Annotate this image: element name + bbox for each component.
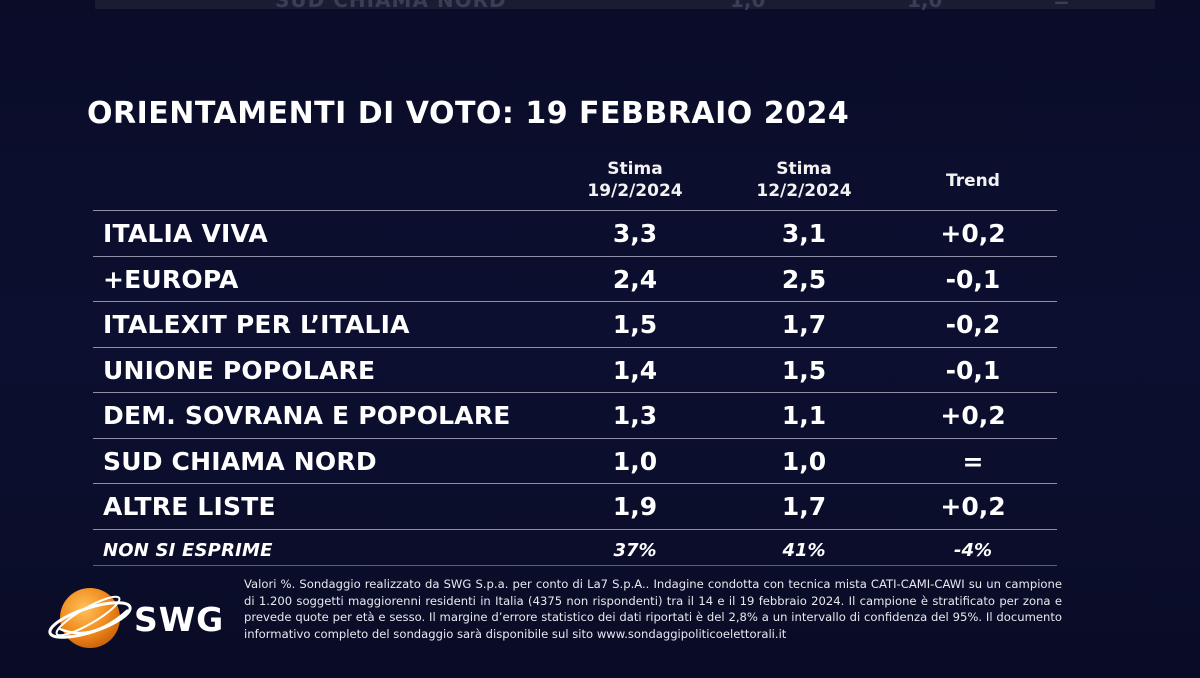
estimate-previous: 2,5: [781, 264, 827, 294]
trend-value: =: [962, 446, 984, 476]
table-row: ALTRE LISTE 1,9 1,7 +0,2: [93, 483, 1057, 529]
party-name: NON SI ESPRIME: [103, 539, 273, 561]
table-row: UNIONE POPOLARE 1,4 1,5 -0,1: [93, 346, 1057, 393]
poll-table: ITALIA VIVA 3,3 3,1 +0,2 +EUROPA 2,4 2,5…: [93, 210, 1057, 574]
estimate-previous: 3,1: [781, 219, 827, 248]
strip-label: SUD CHIAMA NORD: [275, 0, 507, 12]
estimate-current: 1,9: [612, 492, 658, 521]
table-row: NON SI ESPRIME 37% 41% -4%: [93, 528, 1057, 575]
trend-value: -0,1: [945, 355, 1001, 385]
estimate-previous: 1,1: [781, 401, 827, 430]
column-header-previous: Stima 12/2/2024: [719, 158, 889, 202]
column-header-date: 12/2/2024: [756, 181, 852, 201]
strip-value-1: 1,0: [730, 0, 766, 12]
column-header-label: Trend: [946, 171, 1000, 191]
column-header-label: Stima: [607, 159, 663, 179]
estimate-current: 1,5: [612, 310, 658, 339]
trend-value: -4%: [953, 539, 993, 561]
estimate-current: 3,3: [612, 219, 658, 248]
trend-value: +0,2: [940, 492, 1006, 521]
previous-slide-strip: SUD CHIAMA NORD 1,0 1,0 =: [95, 0, 1155, 12]
chart-title: ORIENTAMENTI DI VOTO: 19 FEBBRAIO 2024: [87, 96, 850, 131]
strip-value-3: =: [1053, 0, 1070, 12]
column-header-date: 19/2/2024: [587, 181, 683, 201]
estimate-current: 1,3: [612, 401, 658, 430]
party-name: ITALEXIT PER L’ITALIA: [103, 310, 410, 339]
swg-logo-text: SWG: [134, 600, 225, 639]
estimate-current: 2,4: [612, 264, 658, 294]
party-name: ALTRE LISTE: [103, 492, 276, 521]
estimate-previous: 1,7: [781, 492, 827, 521]
table-row: ITALIA VIVA 3,3 3,1 +0,2: [93, 210, 1057, 256]
party-name: DEM. SOVRANA E POPOLARE: [103, 401, 511, 430]
party-name: SUD CHIAMA NORD: [103, 446, 377, 476]
party-name: ITALIA VIVA: [103, 219, 268, 248]
column-header-label: Stima: [776, 159, 832, 179]
estimate-previous: 1,7: [781, 310, 827, 339]
table-row: DEM. SOVRANA E POPOLARE 1,3 1,1 +0,2: [93, 392, 1057, 438]
trend-value: +0,2: [940, 401, 1006, 430]
strip-value-2: 1,0: [907, 0, 943, 12]
estimate-current: 1,4: [612, 355, 658, 385]
footer-divider: [93, 565, 1057, 566]
table-row: ITALEXIT PER L’ITALIA 1,5 1,7 -0,2: [93, 301, 1057, 347]
estimate-current: 37%: [613, 539, 657, 561]
trend-value: -0,2: [945, 310, 1001, 339]
party-name: UNIONE POPOLARE: [103, 355, 376, 385]
column-header-trend: Trend: [888, 170, 1058, 192]
trend-value: -0,1: [945, 264, 1001, 294]
estimate-previous: 1,5: [781, 355, 827, 385]
estimate-previous: 1,0: [781, 446, 827, 476]
methodology-note: Valori %. Sondaggio realizzato da SWG S.…: [244, 577, 1062, 641]
party-name: +EUROPA: [103, 264, 239, 294]
table-row: +EUROPA 2,4 2,5 -0,1: [93, 255, 1057, 302]
table-row: SUD CHIAMA NORD 1,0 1,0 =: [93, 437, 1057, 484]
column-header-current: Stima 19/2/2024: [550, 158, 720, 202]
trend-value: +0,2: [940, 219, 1006, 248]
estimate-current: 1,0: [612, 446, 658, 476]
estimate-previous: 41%: [782, 539, 826, 561]
swg-globe-icon: [48, 588, 132, 648]
